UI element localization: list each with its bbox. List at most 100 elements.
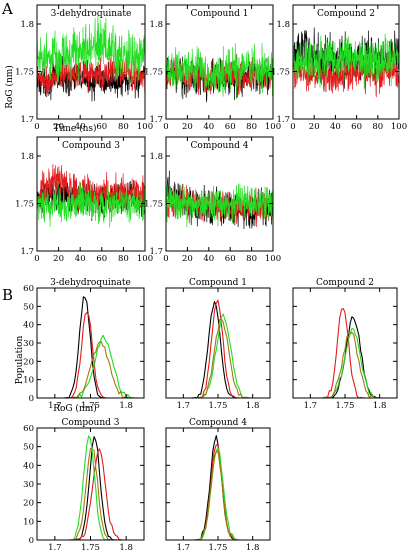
series-line-3	[37, 341, 144, 398]
x-tick-label: 1.7	[48, 543, 62, 550]
y-tick-label: 40	[23, 321, 34, 331]
x-tick-label: 100	[265, 254, 281, 264]
x-tick-label: 60	[225, 122, 236, 132]
plot-frame	[36, 4, 146, 120]
subplot-title: Compound 1	[191, 9, 249, 19]
series-line-2	[37, 435, 144, 540]
x-tick-label: 80	[118, 254, 129, 264]
y-tick-label: 1.75	[15, 68, 34, 78]
x-tick-label: 20	[309, 122, 320, 132]
x-tick-label: 1.75	[209, 401, 228, 411]
series-group	[166, 170, 273, 230]
subplot-4: 0 20 40 60 80 100 1.7 1.75 1.8 Compound 4	[144, 136, 281, 264]
y-tick-label: 1.7	[20, 115, 34, 125]
y-tick-label: 1.75	[271, 68, 290, 78]
plot-frame	[292, 287, 398, 399]
x-tick-label: 60	[351, 122, 362, 132]
x-tick-label: 1.7	[177, 543, 191, 550]
x-tick-label: 40	[330, 122, 341, 132]
panel-b-xlabel: RoG (nm)	[53, 403, 97, 414]
series-line-2	[293, 33, 399, 89]
subplot-title: Compound 3	[62, 141, 120, 151]
y-tick-label: 1.8	[276, 20, 290, 30]
x-tick-label: 100	[265, 122, 281, 132]
y-tick-label: 20	[23, 499, 34, 509]
series-line-2	[293, 327, 397, 398]
series-line-1	[166, 444, 270, 540]
plot-frame	[165, 287, 271, 399]
x-tick-label: 1.75	[81, 543, 100, 550]
subplot-title: Compound 2	[317, 9, 375, 19]
panel-label-b: B	[2, 286, 13, 304]
y-tick-label: 30	[23, 480, 34, 490]
x-tick-label: 80	[246, 254, 257, 264]
panel-label-a: A	[1, 0, 13, 18]
series-line-3	[37, 447, 144, 540]
x-tick-label: 80	[372, 122, 383, 132]
x-tick-label: 0	[34, 254, 39, 264]
y-tick-label: 40	[23, 461, 34, 471]
x-tick-label: 60	[225, 254, 236, 264]
series-line-1	[166, 184, 273, 228]
x-tick-label: 20	[53, 122, 64, 132]
subplot-6: 1.7 1.75 1.8 Compound 1	[165, 278, 271, 411]
series-group	[37, 163, 145, 228]
y-tick-label: 50	[23, 443, 34, 453]
subplot-title: 3-dehydroquinate	[51, 9, 132, 19]
y-tick-label: 1.75	[144, 68, 163, 78]
plot-frame	[36, 136, 146, 252]
y-tick-label: 1.7	[20, 247, 34, 257]
subplot-1: 0 20 40 60 80 100 1.7 1.75 1.8 Compound 1	[144, 4, 281, 132]
series-line-0	[37, 296, 144, 398]
subplot-title: Compound 4	[191, 141, 249, 151]
y-tick-label: 1.8	[149, 152, 163, 162]
series-line-2	[166, 180, 273, 228]
y-tick-label: 1.8	[149, 20, 163, 30]
series-line-2	[166, 313, 270, 398]
plot-frame	[165, 4, 274, 120]
y-tick-label: 10	[23, 376, 34, 386]
x-tick-label: 1.7	[177, 401, 191, 411]
x-tick-label: 40	[203, 122, 214, 132]
series-line-1	[166, 299, 270, 398]
x-tick-label: 1.75	[336, 401, 355, 411]
plot-frame	[36, 427, 145, 541]
series-group	[166, 299, 270, 398]
series-line-0	[166, 435, 270, 540]
y-tick-label: 1.8	[20, 20, 34, 30]
subplot-2: 0 20 40 60 80 100 1.7 1.75 1.8 Compound 2	[271, 4, 407, 132]
x-tick-label: 1.8	[119, 401, 133, 411]
series-group	[37, 14, 145, 102]
y-tick-label: 10	[23, 517, 34, 527]
subplot-title: Compound 3	[62, 418, 120, 428]
x-tick-label: 1.8	[246, 543, 260, 550]
y-tick-label: 1.7	[149, 247, 163, 257]
panel-b-ylabel: Population	[15, 335, 25, 384]
series-line-2	[166, 43, 273, 99]
y-tick-label: 0	[29, 536, 34, 546]
y-tick-label: 20	[23, 357, 34, 367]
x-tick-label: 1.8	[373, 401, 387, 411]
series-line-2	[37, 14, 145, 87]
x-tick-label: 40	[203, 254, 214, 264]
y-tick-label: 30	[23, 339, 34, 349]
subplot-title: Compound 4	[189, 418, 247, 428]
x-tick-label: 1.8	[119, 543, 133, 550]
series-line-1	[37, 56, 145, 96]
x-tick-label: 1.75	[209, 543, 228, 550]
x-tick-label: 0	[163, 254, 168, 264]
series-group	[37, 296, 144, 398]
subplot-title: Compound 1	[189, 278, 247, 288]
series-line-1	[293, 308, 397, 398]
y-tick-label: 0	[29, 394, 34, 404]
y-tick-label: 1.8	[20, 152, 34, 162]
y-tick-label: 60	[23, 424, 34, 434]
series-group	[166, 43, 273, 103]
y-tick-label: 60	[23, 284, 34, 294]
x-tick-label: 0	[163, 122, 168, 132]
x-tick-label: 1.7	[48, 401, 62, 411]
y-tick-label: 1.7	[276, 115, 290, 125]
y-tick-label: 50	[23, 302, 34, 312]
series-group	[293, 27, 399, 98]
